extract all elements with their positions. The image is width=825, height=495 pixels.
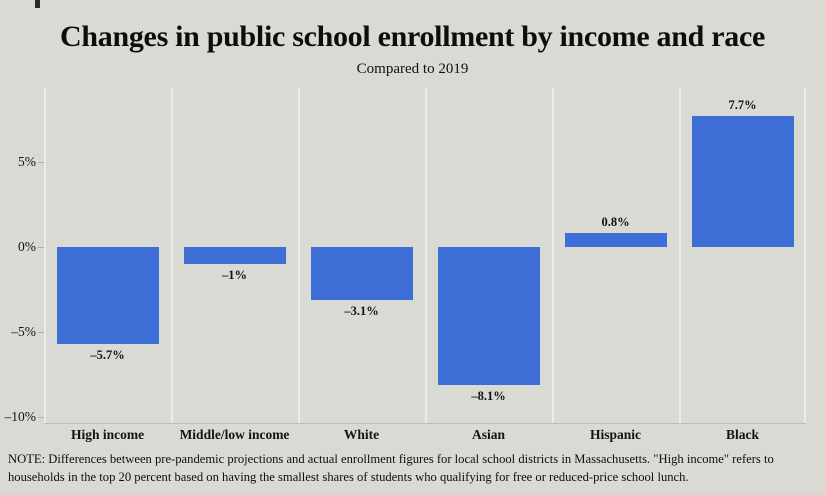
category-label: Middle/low income	[179, 427, 290, 442]
bar-value-label: –1%	[222, 268, 247, 282]
bar	[437, 247, 540, 385]
bar-value-label: 7.7%	[728, 98, 757, 112]
y-tick-mark	[38, 247, 44, 248]
y-tick-mark	[38, 417, 44, 418]
panel-divider	[803, 88, 806, 423]
bar-value-label: –8.1%	[471, 389, 506, 403]
category-label: Hispanic	[589, 427, 641, 442]
chart-title: Changes in public school enrollment by i…	[60, 20, 765, 53]
panel-divider	[678, 88, 681, 423]
plot-area: –5.7% –1% –3.1% –8.1% 0.8% 7.7%	[44, 88, 806, 424]
bar	[183, 247, 286, 264]
y-tick-label: –5%	[11, 324, 36, 339]
panel-divider	[43, 88, 46, 423]
category-label: Asian	[471, 427, 505, 442]
panel-divider	[170, 88, 173, 423]
y-tick-mark	[38, 332, 44, 333]
y-tick-label: 5%	[18, 154, 36, 169]
y-tick-label: –10%	[4, 409, 37, 424]
bar	[691, 116, 794, 247]
panel-divider	[424, 88, 427, 423]
y-tick-label: 0%	[18, 239, 36, 254]
bar	[310, 247, 413, 300]
note-text: NOTE: Differences between pre-pandemic p…	[8, 452, 774, 484]
panel-divider	[297, 88, 300, 423]
category-label: High income	[70, 427, 145, 442]
bar-value-label: –3.1%	[344, 304, 379, 318]
bar	[56, 247, 159, 344]
panel-divider	[551, 88, 554, 423]
screen-artifact	[35, 0, 40, 8]
bar-value-label: 0.8%	[601, 215, 630, 229]
bar-value-label: –5.7%	[90, 348, 125, 362]
chart-subtitle: Compared to 2019	[356, 61, 469, 77]
y-tick-mark	[38, 162, 44, 163]
bar	[564, 233, 667, 247]
category-label: White	[343, 427, 380, 442]
category-label: Black	[725, 427, 759, 442]
